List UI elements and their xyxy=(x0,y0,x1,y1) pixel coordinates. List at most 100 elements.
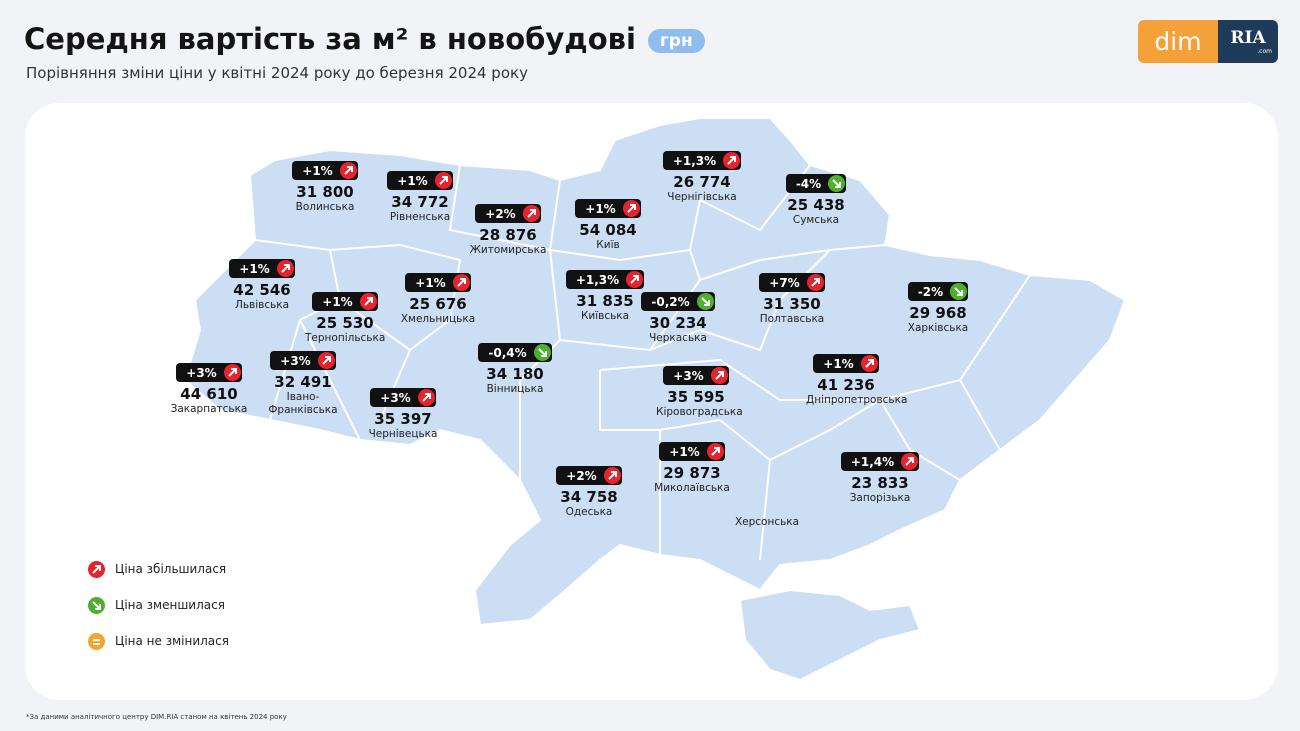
arrow xyxy=(954,287,964,296)
price: 44 610 xyxy=(180,385,238,403)
change: -0,2% xyxy=(651,294,690,309)
change-badge: +3% xyxy=(370,388,436,407)
arrow xyxy=(322,356,331,365)
region-label: +1% 25 676 Хмельницька xyxy=(373,273,503,326)
price: 31 350 xyxy=(763,295,821,313)
price: 29 873 xyxy=(663,464,721,482)
price: 54 084 xyxy=(579,221,637,239)
region-name: Київська xyxy=(580,310,630,322)
change-badge: +3% xyxy=(270,351,336,370)
price: 34 772 xyxy=(391,193,449,211)
status-icon xyxy=(359,293,377,310)
region-label: +1% 54 084 Київ xyxy=(543,199,673,252)
arrow xyxy=(527,209,536,218)
region-name: Львівська xyxy=(234,299,290,311)
ukraine-outline xyxy=(183,117,1127,627)
crimea xyxy=(738,588,922,682)
arrow xyxy=(811,278,820,287)
status-icon xyxy=(828,175,846,192)
region-label: +3% 32 491 Івано-Франківська xyxy=(238,351,368,417)
status-icon xyxy=(88,596,105,614)
change: +1% xyxy=(239,261,270,276)
region-label: +1% 34 772 Рівненська xyxy=(355,171,485,224)
arrow xyxy=(92,600,101,610)
change-badge: +1% xyxy=(813,354,879,373)
subtitle: Порівняння зміни ціни у квітні 2024 року… xyxy=(26,64,528,82)
arrow xyxy=(422,393,431,402)
price: 34 758 xyxy=(560,488,618,506)
status-icon xyxy=(603,467,621,484)
change: +3% xyxy=(673,368,704,383)
arrow xyxy=(608,471,617,480)
footnote: *За даними аналітичного центру DIM.RIA с… xyxy=(26,713,287,721)
change: +2% xyxy=(566,468,597,483)
region-name: Хмельницька xyxy=(400,313,476,325)
status-icon xyxy=(806,274,824,291)
status-icon xyxy=(710,367,728,384)
region-name: Вінницька xyxy=(486,383,544,395)
arrow xyxy=(630,275,640,284)
change-badge: +1,3% xyxy=(565,270,645,289)
region-name: Кіровоградська xyxy=(656,406,743,418)
price: 32 491 xyxy=(274,373,332,391)
status-icon xyxy=(626,271,644,288)
region-name: Херсонська xyxy=(734,516,800,528)
status-icon xyxy=(339,162,357,179)
change: +1% xyxy=(669,444,700,459)
change-badge: +3% xyxy=(176,363,242,382)
region-label: +1,4% 23 833 Запорізька xyxy=(815,452,945,505)
legend-item: Ціна зменшилася xyxy=(88,587,229,623)
legend-label: Ціна збільшилася xyxy=(115,562,227,576)
status-icon xyxy=(88,560,105,578)
change-badge: +1,4% xyxy=(840,452,920,471)
region-name: Івано-Франківська xyxy=(268,391,338,416)
arrow xyxy=(905,457,915,466)
legend-item: Ціна не змінилася xyxy=(88,623,229,659)
region-name: Сумська xyxy=(792,214,840,226)
change: +1% xyxy=(302,163,333,178)
price: 31 800 xyxy=(296,183,354,201)
price: 25 438 xyxy=(787,196,845,214)
price: 41 236 xyxy=(817,376,875,394)
change: +2% xyxy=(485,206,516,221)
status-icon xyxy=(522,205,540,222)
change-badge: +1% xyxy=(387,171,453,190)
change-badge: +1% xyxy=(405,273,471,292)
status-icon xyxy=(533,344,551,361)
change-badge: +2% xyxy=(475,204,541,223)
change: +3% xyxy=(280,353,311,368)
change: +3% xyxy=(186,365,217,380)
price: 25 530 xyxy=(316,314,374,332)
price: 26 774 xyxy=(673,173,731,191)
price: 30 234 xyxy=(649,314,707,332)
region-name: Миколаївська xyxy=(654,482,730,494)
change: +7% xyxy=(769,275,800,290)
legend-label: Ціна не змінилася xyxy=(115,634,229,648)
change: -4% xyxy=(795,176,822,191)
price: 29 968 xyxy=(909,304,967,322)
region-label: -2% 29 968 Харківська xyxy=(873,282,1003,335)
change-badge: +1,3% xyxy=(662,151,742,170)
legend: Ціна збільшилася Ціна зменшилася Ціна не з… xyxy=(88,551,229,659)
change-badge: +7% xyxy=(759,273,825,292)
title: Середня вартість за м² в новобудові грн xyxy=(24,22,705,56)
region-name: Дніпропетровська xyxy=(806,394,908,406)
region-label: +1,3% 31 835 Київська xyxy=(540,270,670,323)
change-badge: +3% xyxy=(663,366,729,385)
arrow xyxy=(364,297,373,306)
status-icon xyxy=(88,632,105,650)
change-badge: -0,4% xyxy=(478,343,552,362)
region-label: +1% 41 236 Дніпропетровська xyxy=(781,354,911,407)
region-label: +2% 28 876 Житомирська xyxy=(443,204,573,257)
logo-right: RIA .com xyxy=(1218,20,1278,63)
status-icon xyxy=(434,172,452,189)
region-name: Запорізька xyxy=(849,492,911,504)
region-name: Закарпатська xyxy=(170,403,248,415)
arrow xyxy=(344,166,353,175)
change: +1% xyxy=(322,294,353,309)
region-name: Черкаська xyxy=(649,332,707,344)
price: 28 876 xyxy=(479,226,537,244)
